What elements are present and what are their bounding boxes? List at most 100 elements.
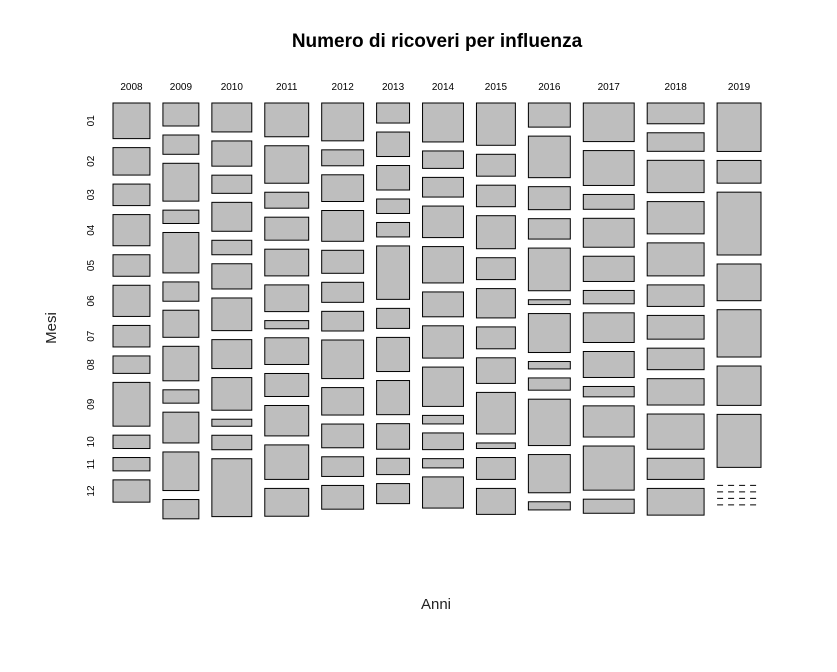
tile-2013-08 bbox=[376, 336, 411, 373]
tile-2015-08 bbox=[475, 357, 516, 384]
tile-2017-12 bbox=[582, 498, 635, 514]
tile-2010-08 bbox=[211, 339, 253, 370]
tile-2008-11 bbox=[112, 457, 151, 472]
tile-2009-12 bbox=[162, 499, 200, 520]
tile-2013-01 bbox=[376, 102, 411, 124]
tile-2017-10 bbox=[582, 405, 635, 438]
tile-2010-03 bbox=[211, 174, 253, 194]
tile-2012-02 bbox=[321, 149, 365, 167]
year-label-2017: 2017 bbox=[598, 82, 621, 93]
tile-2011-09 bbox=[264, 372, 310, 397]
year-label-2015: 2015 bbox=[485, 82, 508, 93]
tile-2012-04 bbox=[321, 210, 365, 242]
tile-2014-04 bbox=[422, 205, 464, 239]
tile-2009-07 bbox=[162, 309, 200, 338]
tile-2009-10 bbox=[162, 411, 200, 444]
tile-2015-05 bbox=[475, 257, 516, 281]
tile-2012-07 bbox=[321, 310, 365, 332]
tile-2011-01 bbox=[264, 102, 310, 138]
tile-2018-04 bbox=[646, 201, 705, 235]
month-label-11: 11 bbox=[86, 459, 97, 470]
tile-2013-07 bbox=[376, 307, 411, 329]
tile-2018-03 bbox=[646, 159, 705, 194]
tile-2013-04 bbox=[376, 198, 411, 214]
tile-2010-01 bbox=[211, 102, 253, 133]
tile-2018-05 bbox=[646, 242, 705, 277]
tile-2013-02 bbox=[376, 131, 411, 158]
tile-2009-02 bbox=[162, 134, 200, 155]
tile-2008-01 bbox=[112, 102, 151, 140]
tile-2011-05 bbox=[264, 248, 310, 277]
tile-2017-07 bbox=[582, 312, 635, 344]
month-label-08: 08 bbox=[86, 359, 97, 371]
tile-2013-12 bbox=[376, 483, 411, 505]
tile-2012-11 bbox=[321, 456, 365, 477]
tile-2019-05 bbox=[716, 309, 762, 358]
tile-2009-09 bbox=[162, 389, 200, 404]
chart-title: Numero di ricoveri per influenza bbox=[292, 31, 583, 52]
tile-2019-01 bbox=[716, 102, 762, 152]
year-labels: 2008 2009 2010 2011 2012 2013 2014 2015 2016 2017… bbox=[120, 82, 750, 93]
month-label-02: 02 bbox=[86, 155, 97, 167]
tile-2011-04 bbox=[264, 216, 310, 241]
tile-2019-04 bbox=[716, 263, 762, 302]
tile-2017-05 bbox=[582, 255, 635, 282]
tile-2015-04 bbox=[475, 215, 516, 250]
tile-2012-12 bbox=[321, 484, 365, 510]
month-label-05: 05 bbox=[86, 260, 97, 272]
tile-2013-03 bbox=[376, 165, 411, 191]
tile-2014-10 bbox=[422, 432, 464, 451]
tile-2016-01 bbox=[527, 102, 571, 128]
tile-2009-01 bbox=[162, 102, 200, 127]
tile-2016-05 bbox=[527, 247, 571, 292]
tile-2011-03 bbox=[264, 191, 310, 209]
tile-2017-09 bbox=[582, 385, 635, 398]
tile-2018-02 bbox=[646, 132, 705, 152]
tile-2019-02 bbox=[716, 159, 762, 184]
tile-2008-05 bbox=[112, 254, 151, 277]
tile-2013-06 bbox=[376, 245, 411, 300]
tile-2015-10 bbox=[475, 442, 516, 450]
tile-2012-08 bbox=[321, 339, 365, 380]
year-label-2013: 2013 bbox=[382, 82, 405, 93]
tile-2015-09 bbox=[475, 391, 516, 435]
year-label-2012: 2012 bbox=[332, 82, 355, 93]
tile-2016-07 bbox=[527, 313, 571, 354]
y-axis-label: Mesi bbox=[43, 312, 60, 344]
tile-2010-12 bbox=[211, 458, 253, 518]
tile-2010-10 bbox=[211, 418, 253, 427]
tile-2018-08 bbox=[646, 347, 705, 371]
tile-2010-09 bbox=[211, 377, 253, 411]
tile-2011-08 bbox=[264, 337, 310, 365]
tile-2017-02 bbox=[582, 150, 635, 186]
tile-2014-05 bbox=[422, 246, 464, 284]
tile-2019-03 bbox=[716, 191, 762, 256]
tile-2008-12 bbox=[112, 479, 151, 503]
tile-2014-03 bbox=[422, 176, 464, 198]
tile-2014-11 bbox=[422, 458, 464, 469]
tile-2017-06 bbox=[582, 289, 635, 305]
tile-2010-06 bbox=[211, 263, 253, 290]
tile-2018-06 bbox=[646, 284, 705, 307]
tile-2014-02 bbox=[422, 150, 464, 169]
tile-2011-07 bbox=[264, 320, 310, 330]
tile-2014-12 bbox=[422, 476, 464, 509]
tile-2009-08 bbox=[162, 345, 200, 382]
tile-2009-06 bbox=[162, 281, 200, 302]
tile-2008-03 bbox=[112, 183, 151, 207]
year-label-2010: 2010 bbox=[221, 82, 244, 93]
x-axis-label: Anni bbox=[421, 596, 451, 613]
tile-2019-07 bbox=[716, 413, 762, 468]
tile-2014-01 bbox=[422, 102, 464, 143]
tile-2016-02 bbox=[527, 135, 571, 179]
tile-2017-08 bbox=[582, 351, 635, 378]
tile-2009-11 bbox=[162, 451, 200, 492]
month-label-03: 03 bbox=[86, 189, 97, 201]
tile-2016-12 bbox=[527, 501, 571, 511]
month-label-07: 07 bbox=[86, 330, 97, 342]
tile-2012-01 bbox=[321, 102, 365, 142]
month-label-09: 09 bbox=[86, 398, 97, 410]
tile-2015-06 bbox=[475, 288, 516, 319]
tile-2013-05 bbox=[376, 221, 411, 238]
